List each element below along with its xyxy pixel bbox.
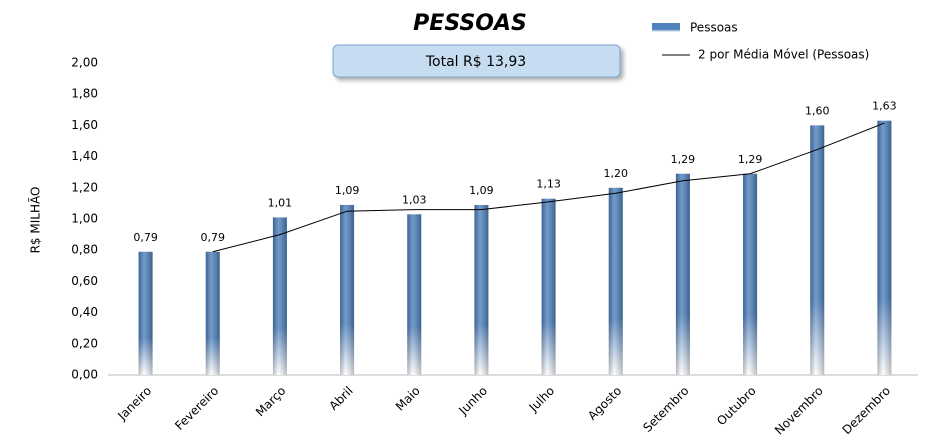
y-tick-label: 1,00: [71, 212, 98, 226]
legend-label: Pessoas: [690, 21, 738, 35]
x-tick-label: Abril: [326, 384, 355, 413]
y-tick-label: 0,00: [71, 368, 98, 382]
bar-fill: [407, 214, 422, 375]
legend-swatch: [652, 23, 680, 32]
bar-fill: [205, 251, 220, 375]
bar: [743, 173, 758, 375]
bar-fill: [138, 251, 153, 375]
bar: [608, 187, 623, 375]
bar-fill: [340, 204, 355, 375]
data-label: 1,01: [268, 196, 293, 209]
bar: [474, 204, 489, 375]
bar-fill: [810, 125, 825, 376]
legend-label: 2 por Média Móvel (Pessoas): [698, 48, 869, 62]
x-tick-label: Março: [253, 384, 289, 420]
bar: [407, 214, 422, 375]
bar-fill: [608, 187, 623, 375]
data-label: 1,09: [335, 184, 360, 197]
data-label: 1,03: [402, 193, 427, 206]
bar: [810, 125, 825, 376]
x-tick-label: Janeiro: [114, 384, 154, 424]
y-axis-label: R$ MILHÃO: [28, 187, 43, 254]
data-label: 1,13: [536, 178, 561, 191]
data-label: 0,79: [201, 231, 226, 244]
bar-fill: [272, 217, 287, 375]
x-tick-label: Novembro: [772, 384, 826, 438]
bar-fill: [675, 173, 690, 375]
annotation: Total R$ 13,93: [425, 54, 526, 70]
bar: [138, 251, 153, 375]
bar: [877, 120, 892, 375]
data-label: 1,60: [805, 104, 830, 117]
y-tick-label: 0,80: [71, 243, 98, 257]
bar-fill: [474, 204, 489, 375]
annotation-box: [332, 44, 621, 78]
data-label: 1,29: [738, 153, 763, 166]
x-tick-label: Julho: [526, 384, 557, 415]
y-tick-label: 1,40: [71, 149, 98, 163]
bar: [541, 198, 556, 375]
bar-fill: [877, 120, 892, 375]
x-tick-label: Junho: [456, 384, 490, 418]
x-tick-label: Agosto: [585, 384, 624, 423]
x-tick-label: Maio: [393, 384, 423, 414]
data-label: 1,09: [469, 184, 494, 197]
data-label: 1,20: [604, 167, 629, 180]
y-tick-label: 1,20: [71, 180, 98, 194]
y-tick-label: 0,60: [71, 274, 98, 288]
bar: [272, 217, 287, 375]
x-tick-label: Setembro: [640, 384, 691, 435]
data-label: 1,63: [872, 100, 897, 113]
chart-title: PESSOAS: [413, 11, 527, 36]
bar: [675, 173, 690, 375]
data-label: 1,29: [671, 153, 696, 166]
y-tick-label: 1,80: [71, 87, 98, 101]
y-tick-label: 0,40: [71, 305, 98, 319]
x-tick-label: Outubro: [714, 384, 759, 429]
data-label: 0,79: [133, 231, 158, 244]
bar-fill: [743, 173, 758, 375]
moving-average-line: [212, 122, 885, 253]
y-tick-label: 2,00: [71, 56, 98, 70]
y-tick-label: 0,20: [71, 336, 98, 350]
x-tick-label: Fevereiro: [172, 384, 221, 433]
bar-fill: [541, 198, 556, 375]
bar: [205, 251, 220, 375]
y-tick-label: 1,60: [71, 118, 98, 132]
x-tick-label: Dezembro: [840, 384, 893, 437]
bar: [340, 204, 355, 375]
